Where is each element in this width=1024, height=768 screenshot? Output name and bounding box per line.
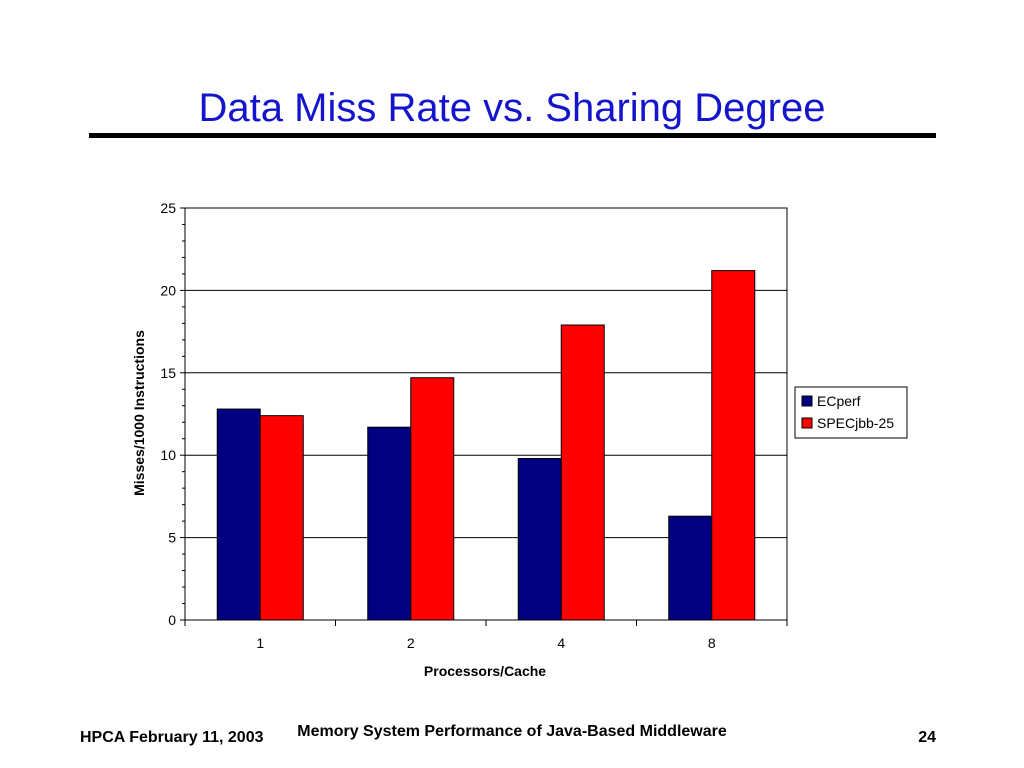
bar-ecperf-2 (367, 426, 412, 621)
bar-specjbb-25-1 (259, 415, 304, 621)
bar-specjbb-25-4 (560, 324, 605, 621)
legend-label: SPECjbb-25 (817, 415, 894, 431)
footer-date: HPCA February 11, 2003 (80, 729, 264, 746)
x-tick-label: 4 (557, 635, 565, 651)
y-tick-label: 10 (160, 447, 176, 463)
x-tick-label: 8 (708, 635, 716, 651)
y-tick-label: 15 (160, 365, 176, 381)
x-tick-label: 1 (256, 635, 264, 651)
legend-label: ECperf (817, 393, 861, 409)
legend-swatch (801, 417, 813, 429)
x-axis-label: Processors/Cache (424, 663, 546, 679)
slide-title: Data Miss Rate vs. Sharing Degree (198, 86, 826, 130)
bar-ecperf-4 (517, 457, 562, 621)
title-rule (89, 133, 936, 138)
y-tick-label: 0 (168, 612, 176, 628)
y-tick-label: 20 (160, 282, 176, 298)
footer-talk-title: Memory System Performance of Java-Based … (297, 723, 727, 740)
x-tick-label: 2 (407, 635, 415, 651)
y-axis-label: Misses/1000 Instructions (131, 330, 147, 496)
bar-specjbb-25-2 (410, 377, 455, 621)
y-tick-label: 25 (160, 200, 176, 216)
page-number: 24 (918, 729, 936, 746)
legend: ECperf SPECjbb-25 (794, 386, 908, 439)
bar-ecperf-1 (216, 408, 261, 621)
bar-specjbb-25-8 (711, 270, 756, 621)
legend-box (794, 386, 908, 439)
y-tick-label: 5 (168, 530, 176, 546)
legend-swatch (801, 395, 813, 407)
bars-layer (216, 270, 756, 621)
axes-layer: 0 5 10 15 20 25 1 2 4 8 (160, 200, 788, 651)
bar-ecperf-8 (668, 515, 713, 621)
